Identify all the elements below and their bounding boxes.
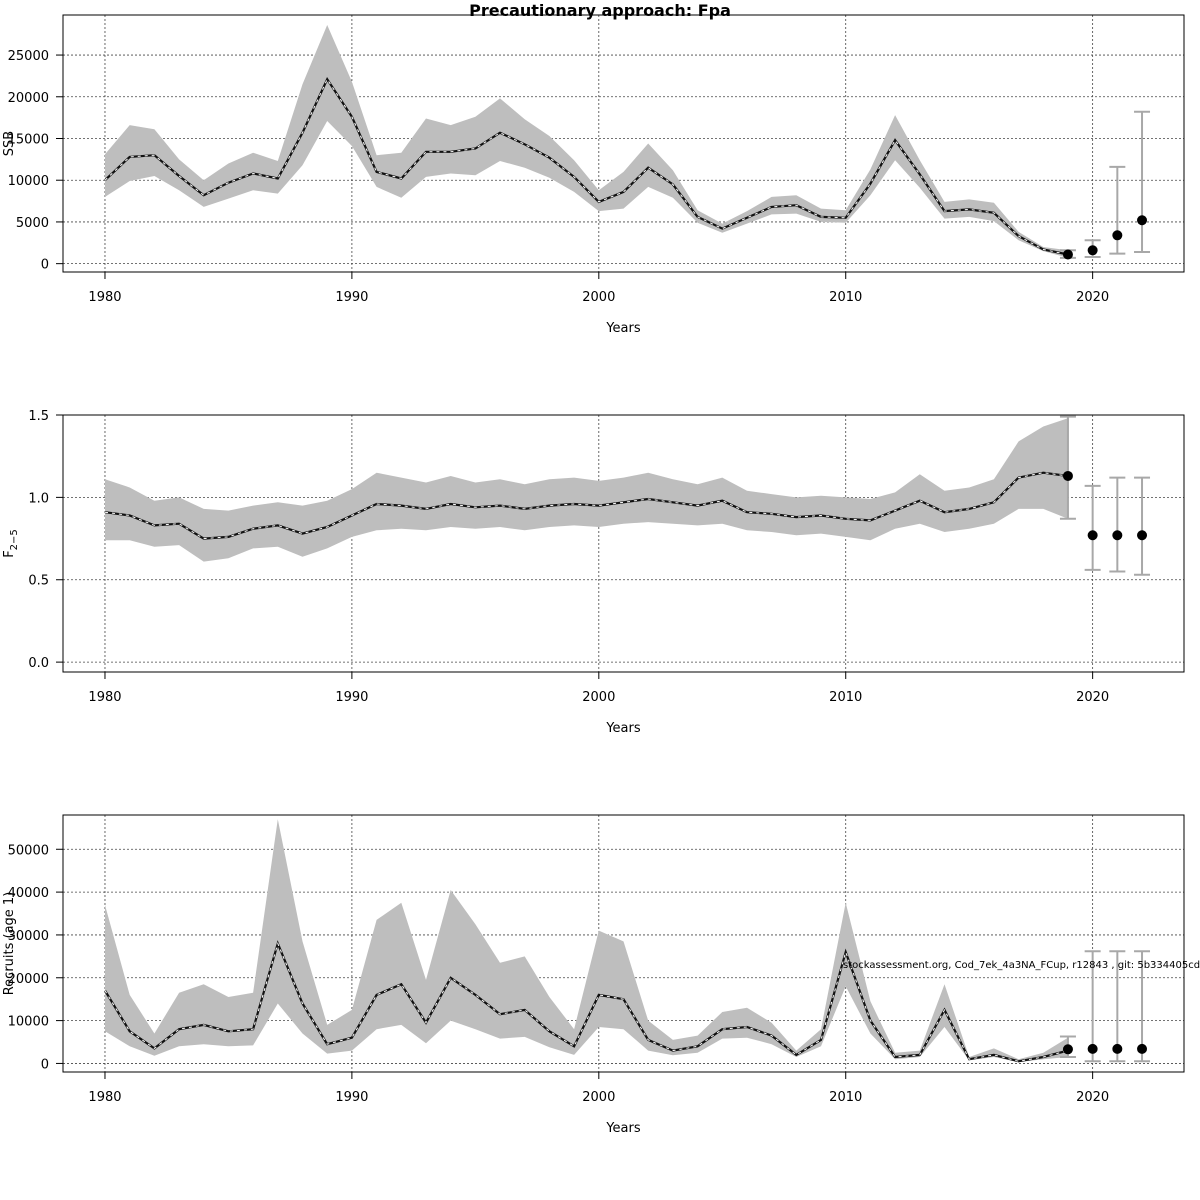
x-tick-label: 1990 [335, 690, 368, 705]
y-tick-label: 30000 [8, 929, 49, 944]
y-tick-label: 0.0 [28, 656, 49, 671]
x-tick-label: 2020 [1076, 290, 1109, 305]
x-tick-label: 1990 [335, 1090, 368, 1105]
forecast-point [1087, 245, 1098, 256]
x-tick-label: 2020 [1076, 690, 1109, 705]
y-tick-label: 25000 [8, 49, 49, 64]
x-tick-label: 2010 [829, 1090, 862, 1105]
x-axis-label: Years [605, 321, 641, 336]
plot-frame [62, 14, 1185, 273]
y-axis-label-main: F [2, 550, 17, 557]
forecast-point [1087, 530, 1098, 541]
forecast-point [1087, 1043, 1098, 1054]
y-tick-label: 10000 [8, 174, 49, 189]
y-axis-label: Recruits (age 1) [2, 892, 17, 996]
y-axis-label-subscript: 2−5 [9, 529, 20, 550]
y-tick-label: 15000 [8, 132, 49, 147]
forecast-point [1062, 1044, 1073, 1055]
x-tick-label: 2010 [829, 690, 862, 705]
forecast-point [1062, 470, 1073, 481]
y-tick-label: 50000 [8, 843, 49, 858]
y-axis-label: F2−5 [2, 529, 20, 558]
forecast-point [1137, 1043, 1148, 1054]
confidence-band [105, 25, 1068, 258]
x-tick-label: 2020 [1076, 1090, 1109, 1105]
x-tick-label: 2000 [582, 290, 615, 305]
estimate-line-dash [104, 941, 1069, 1062]
x-axis-label: Years [605, 1121, 641, 1136]
confidence-band [105, 418, 1068, 562]
y-tick-label: 10000 [8, 1015, 49, 1030]
y-tick-label: 0 [41, 1057, 49, 1072]
x-tick-label: 2000 [582, 1090, 615, 1105]
forecast-point [1137, 530, 1148, 541]
x-tick-label: 1980 [88, 690, 121, 705]
y-tick-label: 1.0 [28, 491, 49, 506]
y-tick-label: 0 [41, 258, 49, 273]
x-tick-label: 1980 [88, 290, 121, 305]
x-tick-label: 2000 [582, 690, 615, 705]
y-axis-label: SSB [2, 131, 17, 156]
estimate-line-dash [104, 472, 1068, 540]
y-tick-label: 0.5 [28, 574, 49, 589]
plot-frame [62, 414, 1185, 673]
y-tick-label: 1.5 [28, 409, 49, 424]
forecast-point [1112, 230, 1123, 241]
confidence-band [105, 819, 1068, 1063]
y-tick-label: 20000 [8, 91, 49, 106]
forecast-point [1112, 1043, 1123, 1054]
chart-title: Precautionary approach: Fpa [469, 1, 731, 20]
estimate-line [104, 77, 1069, 256]
x-axis-label: Years [605, 721, 641, 736]
forecast-point [1112, 530, 1123, 541]
y-tick-label: 5000 [16, 216, 49, 231]
forecast-point [1137, 215, 1148, 226]
x-tick-label: 2010 [829, 290, 862, 305]
y-tick-label: 20000 [8, 972, 49, 987]
plot-frame [62, 814, 1185, 1073]
forecast-point [1062, 249, 1073, 260]
x-tick-label: 1980 [88, 1090, 121, 1105]
x-tick-label: 1990 [335, 290, 368, 305]
y-tick-label: 40000 [8, 886, 49, 901]
source-annotation: stockassessment.org, Cod_7ek_4a3NA_FCup,… [843, 960, 1200, 971]
